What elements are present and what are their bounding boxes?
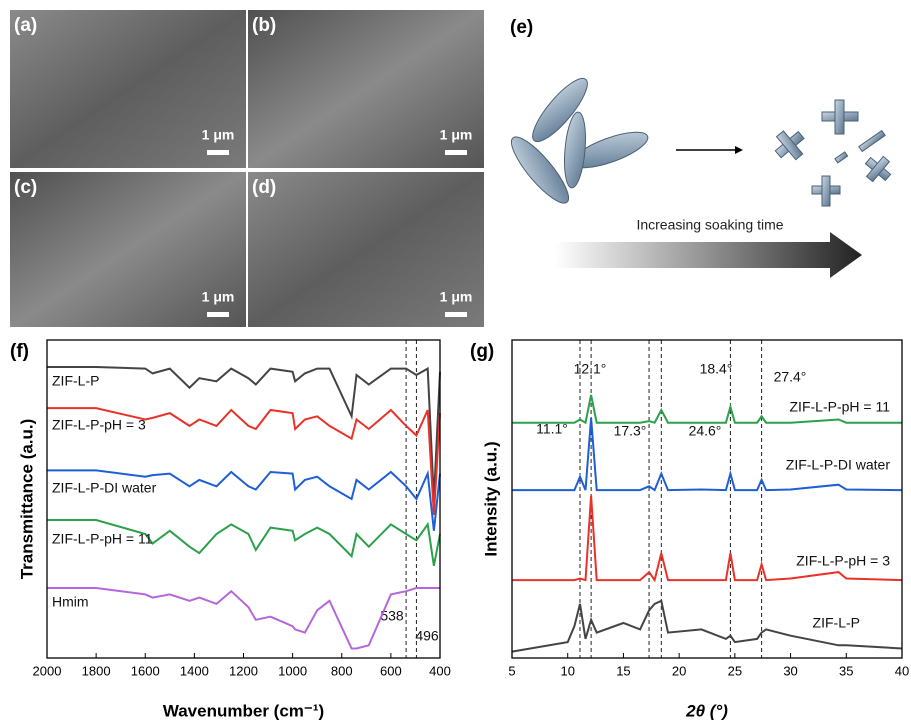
sem-image-b (248, 10, 484, 168)
x-tick-label: 1800 (82, 663, 111, 678)
x-tick-label: 1200 (229, 663, 258, 678)
gradient-arrow (555, 232, 862, 278)
arrow-text: Increasing soaking time (636, 217, 783, 233)
x-tick-label: 15 (616, 663, 630, 678)
series-label: ZIF-L-P-pH = 11 (790, 399, 891, 415)
annotation: 12.1° (574, 361, 607, 377)
panel-label: (c) (14, 177, 37, 198)
sem-image-a (10, 10, 246, 168)
x-tick-label: 1400 (180, 663, 209, 678)
annotation: 24.6° (689, 423, 722, 439)
annotation: 27.4° (774, 369, 807, 385)
x-axis-label: 2θ (°) (685, 701, 728, 720)
x-tick-label: 400 (429, 663, 451, 678)
x-tick-label: 1600 (131, 663, 160, 678)
x-tick-label: 25 (728, 663, 742, 678)
x-tick-label: 20 (672, 663, 686, 678)
x-tick-label: 600 (380, 663, 402, 678)
x-tick-label: 10 (560, 663, 574, 678)
annotation: 17.3° (614, 423, 647, 439)
scale-bar (445, 150, 467, 155)
y-axis-label: Intensity (a.u.) (481, 441, 500, 556)
scale-bar (445, 312, 467, 317)
series-label: ZIF-L-P-DI water (786, 457, 891, 473)
series-label: ZIF-L-P-pH = 11 (52, 531, 153, 547)
series-label: ZIF-L-P (813, 615, 860, 631)
x-tick-label: 5 (508, 663, 515, 678)
schematic (504, 72, 891, 210)
panel-label: (g) (470, 341, 494, 362)
series-label: Hmim (52, 594, 89, 610)
series-label: ZIF-L-P-DI water (52, 480, 157, 496)
scale-bar-label: 1 μm (202, 127, 235, 143)
x-axis-label: Wavenumber (cm⁻¹) (163, 701, 324, 720)
scale-bar-label: 1 μm (440, 127, 473, 143)
series-label: ZIF-L-P-pH = 3 (52, 417, 146, 433)
y-axis-label: Transmittance (a.u.) (17, 419, 36, 580)
scale-bar-label: 1 μm (202, 289, 235, 305)
figure: (a) (b) (c) (d) 1 μm 1 μm 1 μm 1 μm (e) … (0, 0, 911, 727)
x-tick-label: 40 (895, 663, 909, 678)
series-label: ZIF-L-P (52, 373, 99, 389)
sem-images (10, 10, 484, 327)
panel-label: (f) (10, 341, 29, 362)
plot-frame (512, 340, 902, 658)
series-label: ZIF-L-P-pH = 3 (796, 553, 890, 569)
x-tick-label: 35 (839, 663, 853, 678)
x-tick-label: 1000 (278, 663, 307, 678)
panel-label: (d) (252, 177, 276, 198)
scale-bar (207, 312, 229, 317)
annotation: 496 (415, 628, 439, 644)
scale-bar-label: 1 μm (440, 289, 473, 305)
x-tick-label: 800 (331, 663, 353, 678)
series-line (47, 588, 440, 649)
panel-label: (b) (252, 15, 276, 36)
panel-label: (a) (14, 15, 37, 36)
x-tick-label: 30 (783, 663, 797, 678)
scale-bar (207, 150, 229, 155)
panel-label: (e) (510, 17, 533, 38)
annotation: 18.4° (700, 361, 733, 377)
x-tick-label: 2000 (33, 663, 62, 678)
arrow-head (735, 146, 743, 154)
